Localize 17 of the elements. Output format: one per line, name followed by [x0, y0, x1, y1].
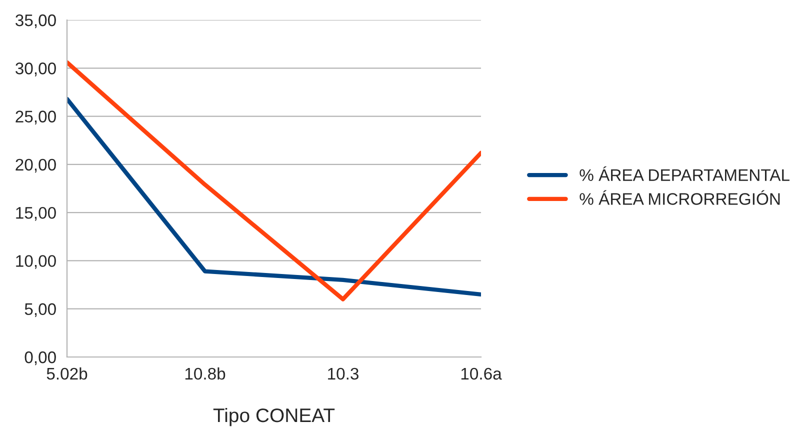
legend-label: % ÁREA MICRORREGIÓN: [580, 190, 780, 205]
y-tick-label: 35,00: [16, 14, 56, 28]
y-tick-label: 5,00: [24, 303, 56, 318]
x-axis-title: Tipo CONEAT: [213, 408, 335, 426]
x-tick-label: 10.8b: [185, 367, 226, 380]
y-tick-label: 25,00: [16, 110, 56, 124]
line-series: [67, 96, 481, 296]
y-tick-label: 0,00: [24, 351, 56, 366]
y-tick-label: 30,00: [16, 62, 56, 76]
y-tick-label: 20,00: [16, 158, 56, 173]
y-tick-label: 10,00: [16, 255, 56, 269]
x-tick-label: 10.6a: [461, 368, 502, 380]
y-tick-label: 15,00: [16, 206, 56, 221]
x-tick-label: 10.3: [328, 368, 358, 380]
line-series: [67, 60, 481, 302]
x-tick-label: 5.02b: [46, 367, 88, 380]
legend-label: % ÁREA DEPARTAMENTAL: [580, 166, 790, 181]
